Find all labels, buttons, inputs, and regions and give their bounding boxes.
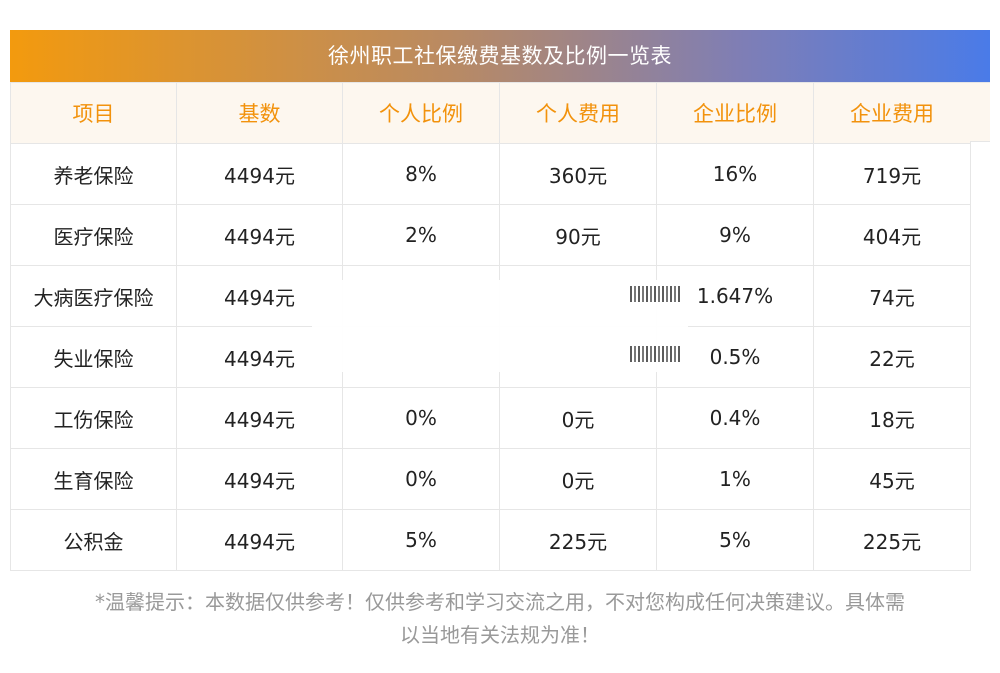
disclaimer-line-1: *温馨提示：本数据仅供参考！仅供参考和学习交流之用，不对您构成任何决策建议。具体… [95,590,905,614]
disclaimer-note: *温馨提示：本数据仅供参考！仅供参考和学习交流之用，不对您构成任何决策建议。具体… [0,586,1000,652]
watermark-mark [630,346,682,362]
cell-base: 4494元 [176,509,343,571]
header-item: 项目 [10,82,177,144]
cell-base: 4494元 [176,387,343,449]
watermark-mark [630,286,682,302]
cell-personal-fee: 0元 [499,387,657,449]
cell-personal-rate: 8% [342,143,500,205]
cell-company-fee: 225元 [813,509,971,571]
cell-personal-fee: 0元 [499,448,657,510]
cell-company-rate: 1% [656,448,814,510]
cell-company-rate: 9% [656,204,814,266]
cell-base: 4494元 [176,204,343,266]
cell-personal-rate: 5% [342,509,500,571]
table-row: 生育保险 4494元 0% 0元 1% 45元 [10,448,971,510]
table-title: 徐州职工社保缴费基数及比例一览表 [10,30,990,82]
disclaimer-line-2: 以当地有关法规为准！ [400,623,600,647]
cell-personal-fee: 90元 [499,204,657,266]
cell-base: 4494元 [176,448,343,510]
cell-item: 失业保险 [10,326,177,388]
table-row: 公积金 4494元 5% 225元 5% 225元 [10,509,971,571]
table-row: 工伤保险 4494元 0% 0元 0.4% 18元 [10,387,971,449]
header-company-fee: 企业费用 [813,82,971,144]
header-row: 项目 基数 个人比例 个人费用 企业比例 企业费用 [10,82,971,144]
cell-personal-rate: 0% [342,448,500,510]
obscured-region [312,280,688,372]
cell-personal-rate: 0% [342,387,500,449]
cell-company-fee: 45元 [813,448,971,510]
cell-company-rate: 5% [656,509,814,571]
cell-personal-fee: 225元 [499,509,657,571]
header-base: 基数 [176,82,343,144]
header-personal-rate: 个人比例 [342,82,500,144]
table-row: 养老保险 4494元 8% 360元 16% 719元 [10,143,971,205]
cell-personal-rate: 2% [342,204,500,266]
cell-item: 生育保险 [10,448,177,510]
cell-item: 医疗保险 [10,204,177,266]
header-company-rate: 企业比例 [656,82,814,144]
header-personal-fee: 个人费用 [499,82,657,144]
cell-company-rate: 0.4% [656,387,814,449]
cell-company-fee: 22元 [813,326,971,388]
cell-base: 4494元 [176,143,343,205]
cell-company-fee: 404元 [813,204,971,266]
cell-company-fee: 719元 [813,143,971,205]
cell-company-rate: 16% [656,143,814,205]
cell-item: 养老保险 [10,143,177,205]
cell-company-fee: 74元 [813,265,971,327]
cell-personal-fee: 360元 [499,143,657,205]
cell-item: 大病医疗保险 [10,265,177,327]
table-row: 医疗保险 4494元 2% 90元 9% 404元 [10,204,971,266]
cell-item: 公积金 [10,509,177,571]
cell-item: 工伤保险 [10,387,177,449]
header-tail [970,82,990,142]
cell-company-fee: 18元 [813,387,971,449]
